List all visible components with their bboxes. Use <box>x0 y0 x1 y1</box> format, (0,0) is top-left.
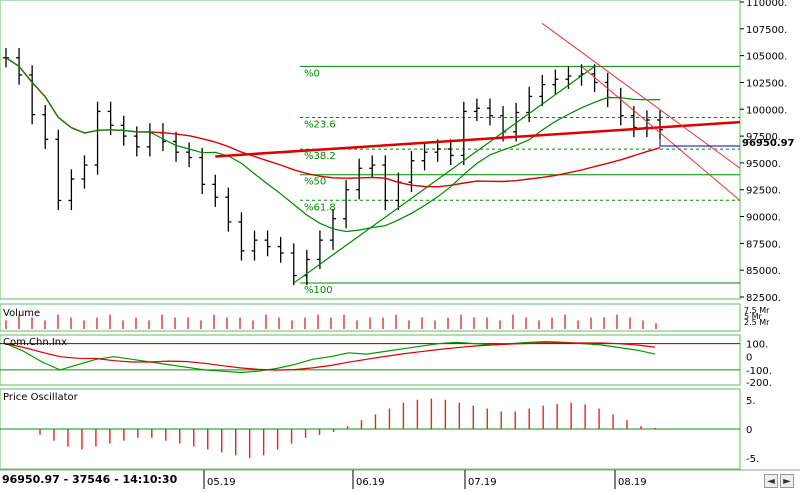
last-price-marker <box>659 137 740 147</box>
price-axis-label: 85000. <box>746 266 781 277</box>
fib-label: %0 <box>304 68 320 79</box>
cci-axis-label: 100. <box>746 340 768 351</box>
cci-axis-label: 0 <box>746 353 752 364</box>
volume-title: Volume <box>3 308 40 319</box>
status-time: 14:10:30 <box>122 473 178 486</box>
price-axis-label: 82500. <box>746 293 781 304</box>
volume-axis-label: 7.5 Mr <box>744 306 770 315</box>
cci-line <box>5 340 656 374</box>
date-axis-label: 05.19 <box>207 477 236 488</box>
fib-label: %38.2 <box>304 151 336 162</box>
trend-line <box>293 65 595 284</box>
status-readout: 96950.97 - 37546 - 14:10:30 <box>0 471 182 489</box>
volume-panel[interactable] <box>5 314 657 329</box>
status-volume: 37546 <box>72 473 111 486</box>
price-axis-label: 110000. <box>746 0 787 9</box>
fib-label: %23.6 <box>304 120 336 131</box>
volume-axis-label: 2.5 Mr <box>744 318 770 327</box>
scroll-left-button[interactable]: ◄ <box>764 474 778 488</box>
oscillator-axis-label: 0 <box>746 425 752 436</box>
fib-label: %100 <box>304 285 333 296</box>
axis-labels: 110000. 107500. 105000. 102500. 100000. 97500… <box>203 0 795 489</box>
support-line <box>215 120 741 158</box>
channel-lower <box>581 65 741 201</box>
status-price: 96950.97 <box>2 473 60 486</box>
panel-frames <box>0 0 800 471</box>
oscillator-panel[interactable] <box>0 398 740 459</box>
cci-signal-line <box>5 342 656 371</box>
oscillator-title: Price Oscillator <box>3 392 79 403</box>
price-axis-label: 107500. <box>746 25 787 36</box>
cci-panel[interactable] <box>0 340 740 374</box>
price-axis-label: 97500. <box>746 132 781 143</box>
fib-label: %61.8 <box>304 202 336 213</box>
price-axis-label: 87500. <box>746 239 781 250</box>
oscillator-axis-label: -5. <box>746 454 759 465</box>
current-price-label: 96950.97 <box>742 138 795 149</box>
price-axis-label: 95000. <box>746 159 781 170</box>
cci-axis-label: -100. <box>746 366 772 377</box>
date-axis-label: 06.19 <box>356 477 385 488</box>
moving-average-short <box>5 57 661 233</box>
scroll-right-button[interactable]: ► <box>780 474 794 488</box>
date-axis-label: 07.19 <box>468 477 497 488</box>
price-axis-label: 90000. <box>746 213 781 224</box>
cci-axis-label: -200. <box>746 378 772 389</box>
price-axis-label: 102500. <box>746 78 787 89</box>
channel-upper <box>541 23 741 169</box>
price-axis-label: 100000. <box>746 105 787 116</box>
price-panel[interactable]: %0 %23.6 %38.2 %50 %61.8 %100 <box>3 23 741 296</box>
date-axis-label: 08.19 <box>618 477 647 488</box>
price-axis-label: 105000. <box>746 52 787 63</box>
price-axis-label: 92500. <box>746 186 781 197</box>
oscillator-axis-label: 5. <box>746 396 756 407</box>
cci-title: Com.Chn.Inx <box>3 337 67 348</box>
fib-label: %50 <box>304 177 326 188</box>
volume-axis-label: 5 Mr <box>744 312 763 321</box>
